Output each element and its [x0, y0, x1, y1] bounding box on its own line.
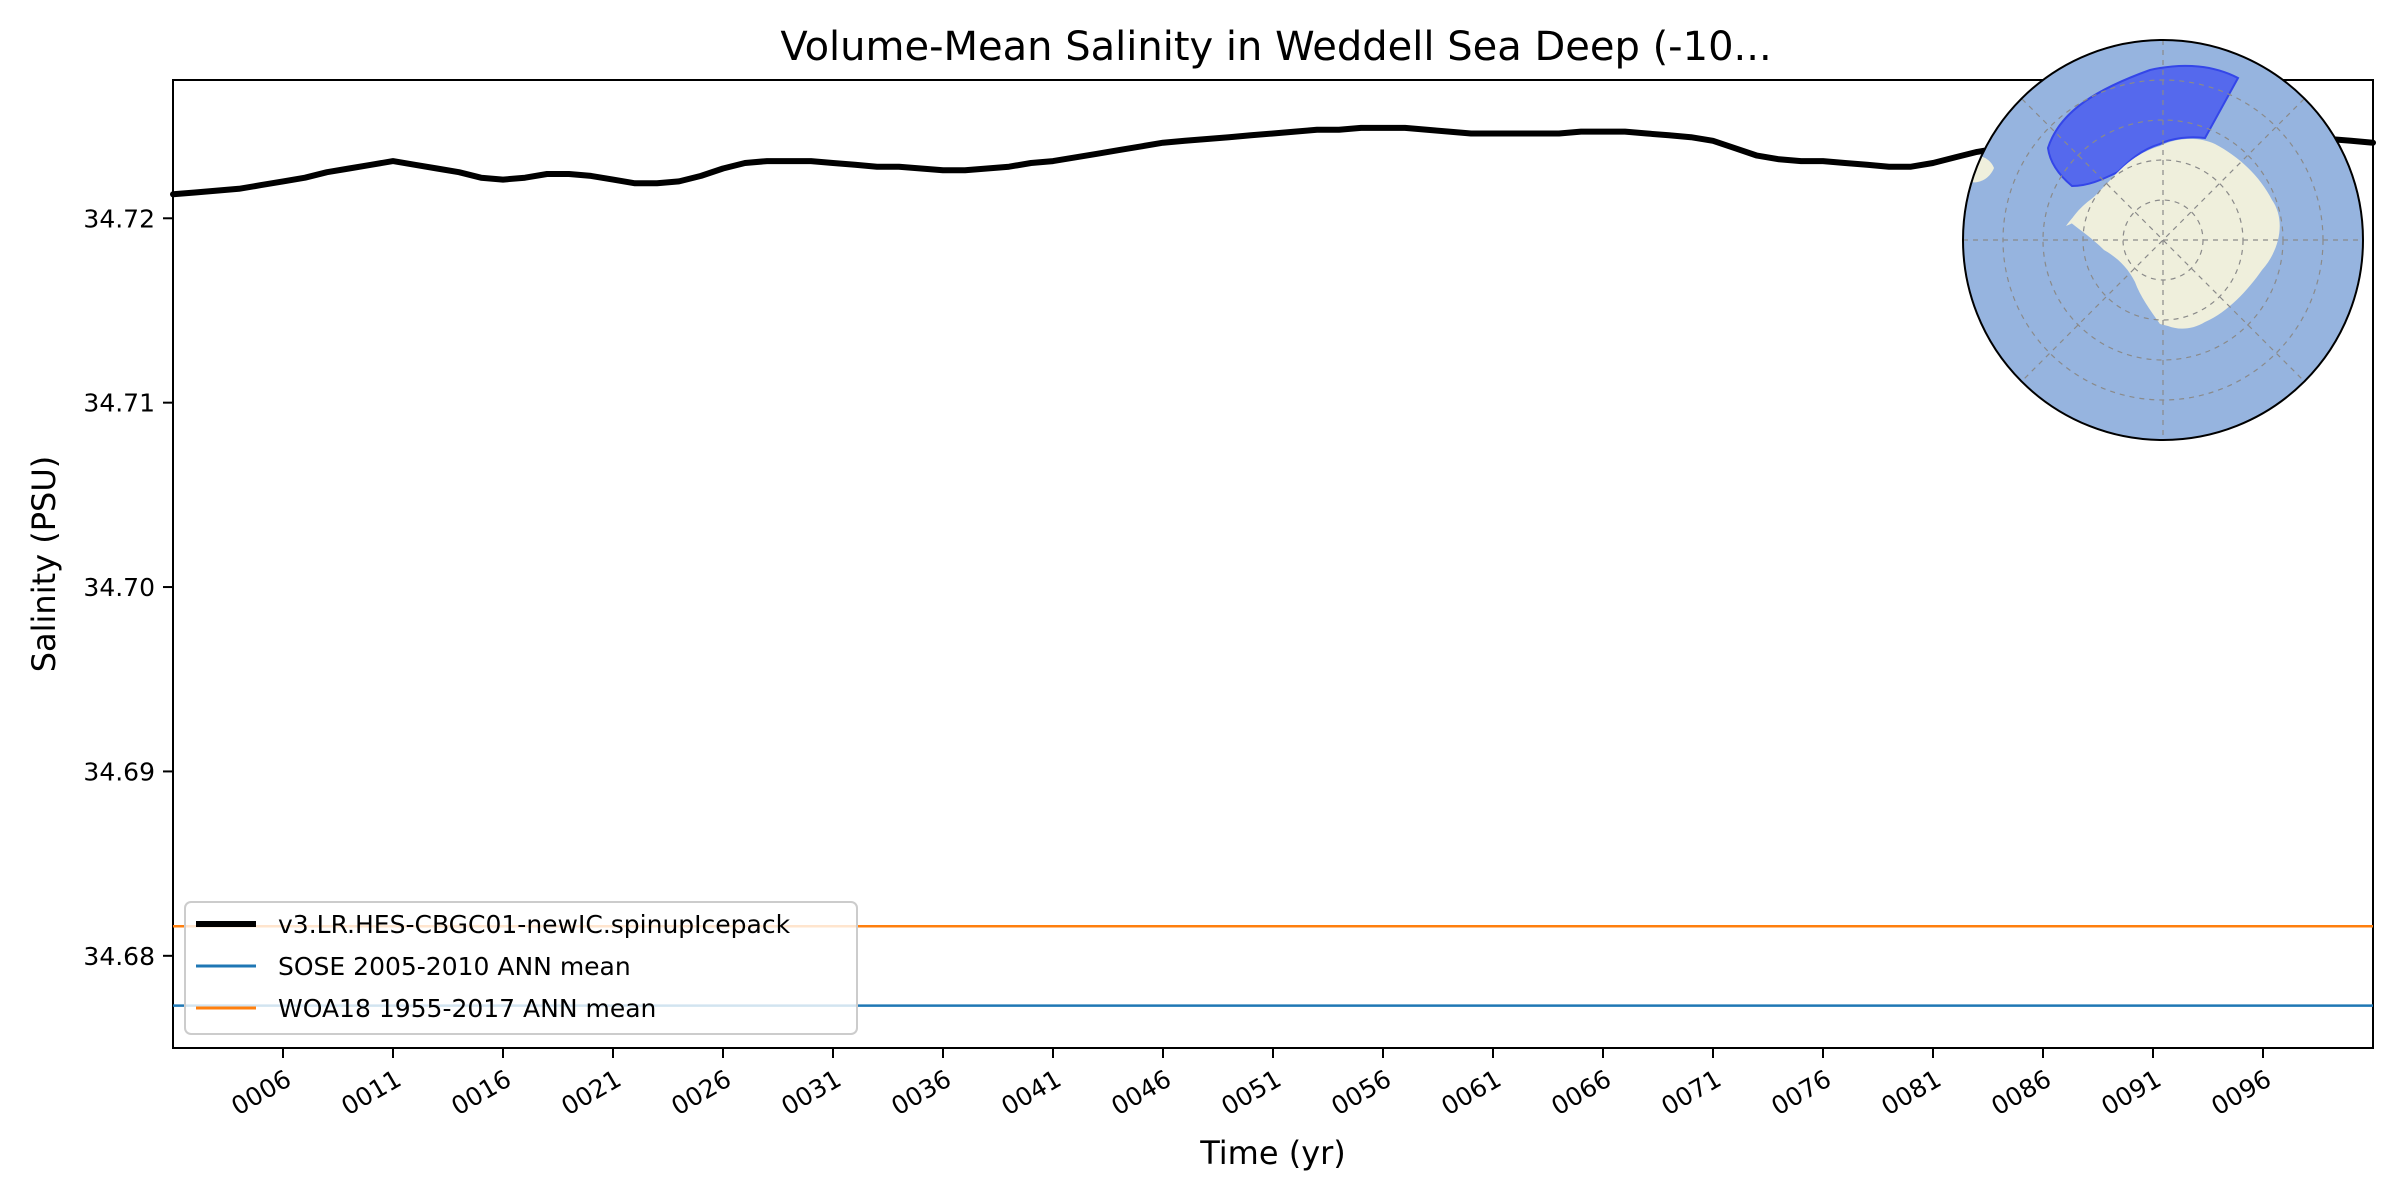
x-axis-label: Time (yr)	[1199, 1134, 1346, 1172]
x-tick-label: 0076	[1766, 1064, 1836, 1121]
y-tick-label: 34.71	[83, 389, 155, 418]
x-tick-label: 0061	[1436, 1064, 1506, 1121]
legend-box	[184, 901, 858, 1035]
map-region-weddell-sea	[2046, 64, 2240, 188]
y-tick-label: 34.68	[83, 942, 155, 971]
x-tick-label: 0096	[2206, 1064, 2276, 1121]
map-graticule	[1963, 40, 2363, 440]
x-tick-label: 0086	[1986, 1064, 2056, 1121]
legend-label-series-3: WOA18 1955-2017 ANN mean	[278, 994, 656, 1023]
x-tick-label: 0011	[336, 1064, 406, 1121]
x-tick-label: 0071	[1656, 1064, 1726, 1121]
x-tick-label: 0031	[776, 1064, 846, 1121]
y-tick-label: 34.70	[83, 573, 155, 602]
x-tick-label: 0006	[226, 1064, 296, 1121]
y-tick-label: 34.72	[83, 204, 155, 233]
map-peninsula	[2066, 172, 2118, 226]
x-tick-label: 0026	[666, 1064, 736, 1121]
x-tick-label: 0041	[996, 1064, 1066, 1121]
x-tick-label: 0081	[1876, 1064, 1946, 1121]
x-tick-label: 0046	[1106, 1064, 1176, 1121]
legend: v3.LR.HES-CBGC01-newIC.spinupIcepack SOS…	[184, 901, 858, 1035]
map-land-edge	[2364, 110, 2379, 136]
inset-map	[1962, 39, 2379, 441]
x-tick-label: 0066	[1546, 1064, 1616, 1121]
y-tick-label: 34.69	[83, 757, 155, 786]
y-axis: 34.68 34.69 34.70 34.71 34.72	[83, 204, 173, 971]
map-antarctica	[2070, 138, 2280, 329]
map-border	[1962, 39, 2364, 441]
x-axis: 0006 0011 0016 0021 0026 0031 0036 0041 0046 0051…	[226, 1048, 2276, 1121]
legend-label-series-1: v3.LR.HES-CBGC01-newIC.spinupIcepack	[278, 910, 791, 939]
x-tick-label: 0036	[886, 1064, 956, 1121]
x-tick-label: 0021	[556, 1064, 626, 1121]
chart-title: Volume-Mean Salinity in Weddell Sea Deep…	[780, 24, 1771, 70]
x-tick-label: 0051	[1216, 1064, 1286, 1121]
x-tick-label: 0091	[2096, 1064, 2166, 1121]
y-axis-label: Salinity (PSU)	[25, 456, 63, 673]
legend-label-series-2: SOSE 2005-2010 ANN mean	[278, 952, 631, 981]
x-tick-label: 0056	[1326, 1064, 1396, 1121]
x-tick-label: 0016	[446, 1064, 516, 1121]
